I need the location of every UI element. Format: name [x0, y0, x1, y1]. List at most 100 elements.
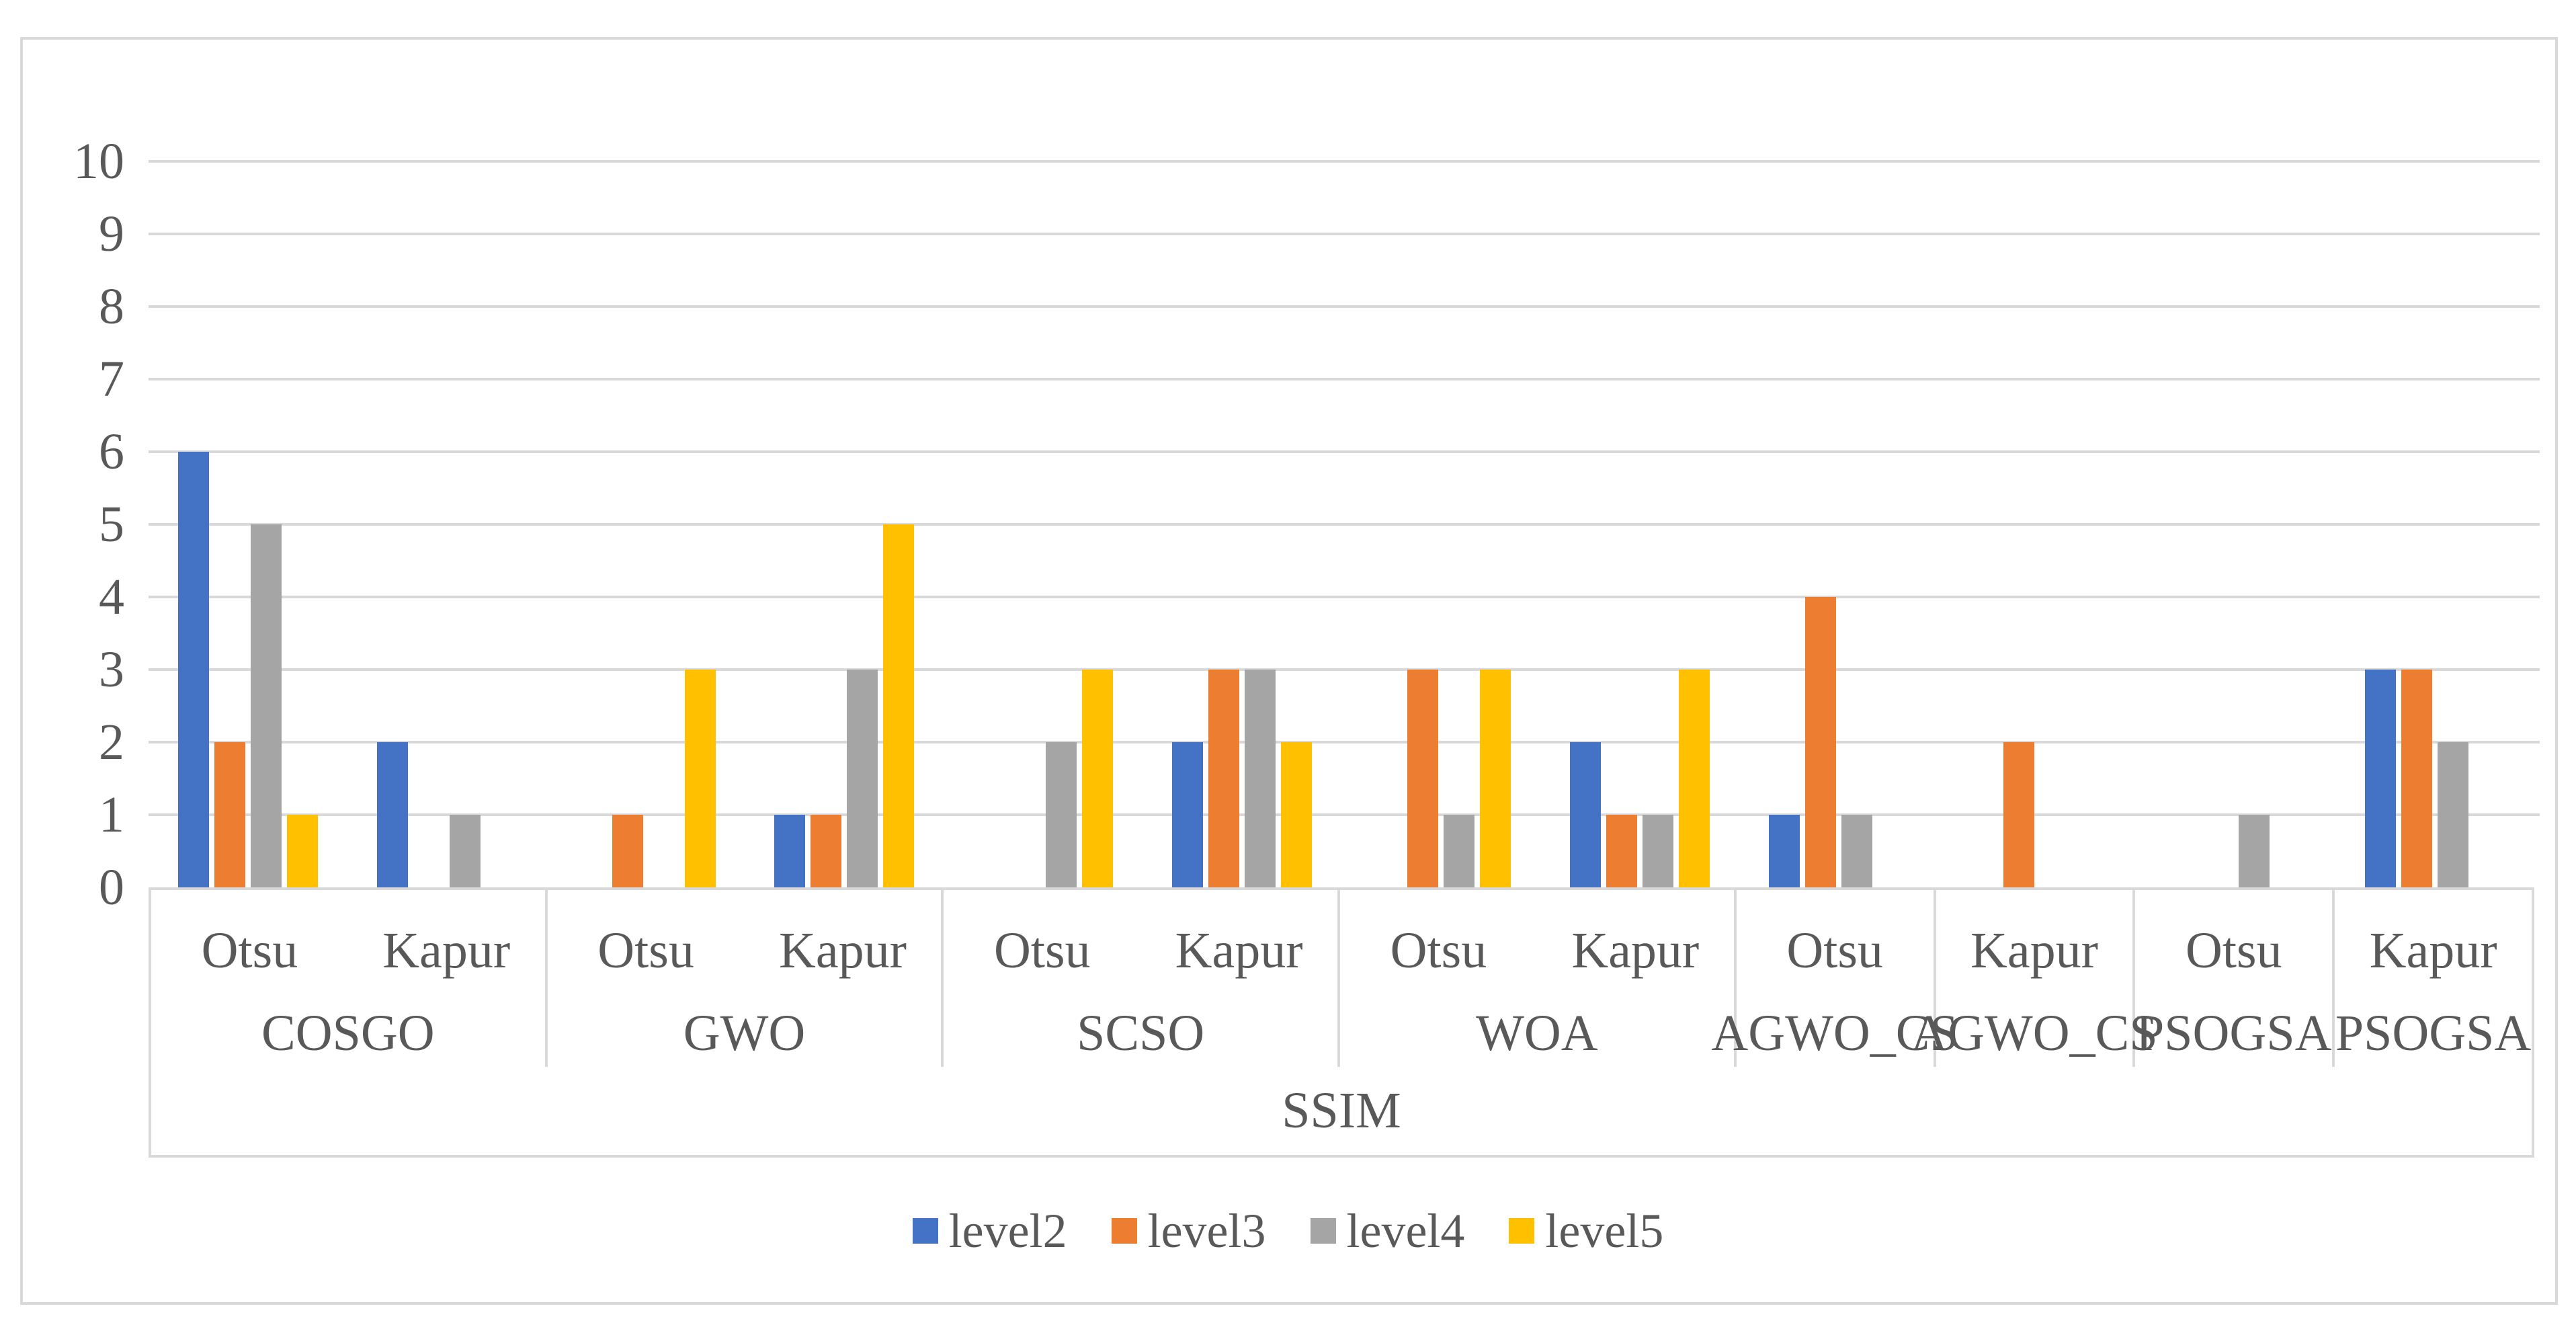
- y-tick-label-6: 6: [99, 424, 124, 480]
- category-axis-table: Otsu Kapur COSGO Otsu Kapur GWO Otsu Kapur SCSO O…: [149, 887, 2534, 1158]
- bar-COSGO-Kapur-level2: [376, 742, 408, 887]
- plot-area: [149, 160, 2540, 887]
- bar-PSOGSA-Kapur-level2: [2365, 670, 2397, 887]
- axis-sublabel-row: Otsu: [2135, 890, 2332, 991]
- gridline-y5: [149, 523, 2540, 526]
- bar-COSGO-Kapur-level4: [449, 815, 481, 887]
- y-axis-tick-labels: 0 1 2 3 4 5 6 7 8 9 10: [17, 0, 124, 1325]
- gridline-y7: [149, 378, 2540, 380]
- axis-group-label-AGWO_CS: AGWO_CS: [1911, 1005, 2158, 1061]
- legend-item-level5: level5: [1509, 1203, 1663, 1259]
- legend-label-level5: level5: [1545, 1203, 1664, 1258]
- bar-SCSO-Kapur-level5: [1281, 742, 1313, 887]
- gridline-y1: [149, 813, 2540, 816]
- axis-group-label-PSOGSA: PSOGSA: [2335, 1005, 2532, 1061]
- bar-group-COSGO-Kapur: [347, 161, 546, 887]
- bar-group-WOA-Otsu: [1341, 161, 1540, 887]
- legend-label-level2: level2: [948, 1203, 1067, 1258]
- axis-sublabel-Kapur: Kapur: [1970, 922, 2098, 979]
- axis-sublabel-row: Otsu Kapur: [548, 890, 942, 991]
- axis-group-label-COSGO: COSGO: [261, 1005, 435, 1061]
- bar-GWO-Kapur-level4: [847, 670, 878, 887]
- bar-group-SCSO-Otsu: [944, 161, 1142, 887]
- axis-level3-band: SSIM: [151, 1067, 2532, 1155]
- bar-WOA-Otsu-level5: [1479, 670, 1511, 887]
- bar-group-SCSO-Kapur: [1142, 161, 1341, 887]
- axis-group-GWO: Otsu Kapur GWO: [548, 890, 944, 1067]
- axis-group-PSOGSA: Kapur PSOGSA: [2335, 890, 2532, 1067]
- bar-PSOGSA-Kapur-level3: [2401, 670, 2433, 887]
- bar-PSOGSA-Otsu-level4: [2239, 815, 2270, 887]
- y-tick-label-8: 8: [99, 278, 124, 335]
- axis-sublabel-Otsu: Otsu: [201, 922, 298, 979]
- axis-sublabel-row: Kapur: [2335, 890, 2532, 991]
- bar-WOA-Kapur-level4: [1642, 815, 1673, 887]
- gridline-y9: [149, 233, 2540, 235]
- bar-COSGO-Otsu-level4: [250, 524, 282, 887]
- gridline-y10: [149, 160, 2540, 163]
- axis-sublabel-Otsu: Otsu: [2185, 922, 2282, 979]
- axis-sublabel-row: Otsu Kapur: [151, 890, 545, 991]
- bar-WOA-Kapur-level2: [1569, 742, 1601, 887]
- bar-GWO-Otsu-level3: [612, 815, 643, 887]
- axis-sublabel-Kapur: Kapur: [1175, 922, 1303, 979]
- bar-AGWO_CS-Kapur-level3: [2003, 742, 2035, 887]
- y-tick-label-1: 1: [99, 787, 124, 843]
- bar-AGWO_CS-Otsu-level4: [1841, 815, 1872, 887]
- bar-group-PSOGSA-Otsu: [2136, 161, 2335, 887]
- axis-group-AGWO_CS: Kapur AGWO_CS: [1911, 890, 2158, 1067]
- legend-swatch-level2: [912, 1218, 938, 1244]
- bar-GWO-Otsu-level5: [684, 670, 716, 887]
- bar-group-AGWO_CS-Otsu: [1739, 161, 1938, 887]
- axis-group-COSGO: Otsu Kapur COSGO: [151, 890, 548, 1067]
- axis-level3-label: SSIM: [1282, 1082, 1401, 1139]
- bar-PSOGSA-Kapur-level4: [2438, 742, 2469, 887]
- bar-WOA-Kapur-level5: [1678, 670, 1710, 887]
- axis-group-PSOGSA: Otsu PSOGSA: [2135, 890, 2335, 1067]
- axis-sublabel-row: Otsu Kapur: [944, 890, 1337, 991]
- bar-SCSO-Kapur-level2: [1172, 742, 1204, 887]
- y-tick-label-2: 2: [99, 714, 124, 770]
- legend-label-level4: level4: [1346, 1203, 1465, 1258]
- bars-area: [149, 161, 2534, 887]
- bar-group-PSOGSA-Kapur: [2335, 161, 2534, 887]
- bar-group-AGWO_CS-Kapur: [1938, 161, 2136, 887]
- axis-group-label-AGWO_CS: AGWO_CS: [1711, 1005, 1958, 1061]
- axis-group-AGWO_CS: Otsu AGWO_CS: [1711, 890, 1958, 1067]
- bar-SCSO-Otsu-level5: [1082, 670, 1114, 887]
- axis-group-label-WOA: WOA: [1476, 1005, 1598, 1061]
- gridline-y2: [149, 741, 2540, 744]
- axis-sublabel-Otsu: Otsu: [1786, 922, 1883, 979]
- legend-swatch-level3: [1111, 1218, 1137, 1244]
- bar-WOA-Kapur-level3: [1606, 815, 1637, 887]
- chart-border: [20, 37, 2558, 1305]
- bar-COSGO-Otsu-level2: [177, 452, 209, 887]
- bar-GWO-Kapur-level2: [774, 815, 806, 887]
- category-axis-groups: Otsu Kapur COSGO Otsu Kapur GWO Otsu Kapur SCSO O…: [151, 890, 2532, 1067]
- axis-sublabel-row: Otsu: [1737, 890, 1934, 991]
- legend: level2 level3 level4 level5: [0, 1202, 2576, 1260]
- axis-sublabel-Otsu: Otsu: [1390, 922, 1487, 979]
- bar-group-GWO-Otsu: [546, 161, 745, 887]
- bar-AGWO_CS-Otsu-level3: [1804, 597, 1836, 887]
- bar-AGWO_CS-Otsu-level2: [1768, 815, 1800, 887]
- bar-COSGO-Otsu-level3: [214, 742, 245, 887]
- legend-item-level4: level4: [1310, 1203, 1465, 1259]
- axis-sublabel-row: Kapur: [1936, 890, 2133, 991]
- legend-item-level3: level3: [1111, 1203, 1266, 1259]
- axis-sublabel-Kapur: Kapur: [2369, 922, 2497, 979]
- y-tick-label-4: 4: [99, 569, 124, 625]
- axis-group-WOA: Otsu Kapur WOA: [1340, 890, 1737, 1067]
- axis-sublabel-Otsu: Otsu: [597, 922, 694, 979]
- bar-WOA-Otsu-level4: [1443, 815, 1474, 887]
- axis-sublabel-Kapur: Kapur: [382, 922, 511, 979]
- bar-COSGO-Otsu-level5: [286, 815, 318, 887]
- axis-group-label-GWO: GWO: [683, 1005, 806, 1061]
- bar-SCSO-Kapur-level3: [1208, 670, 1240, 887]
- bar-SCSO-Kapur-level4: [1245, 670, 1276, 887]
- legend-swatch-level4: [1310, 1218, 1336, 1244]
- axis-sublabel-row: Otsu Kapur: [1340, 890, 1734, 991]
- y-tick-label-10: 10: [73, 133, 124, 190]
- y-tick-label-7: 7: [99, 351, 124, 407]
- axis-sublabel-Kapur: Kapur: [778, 922, 907, 979]
